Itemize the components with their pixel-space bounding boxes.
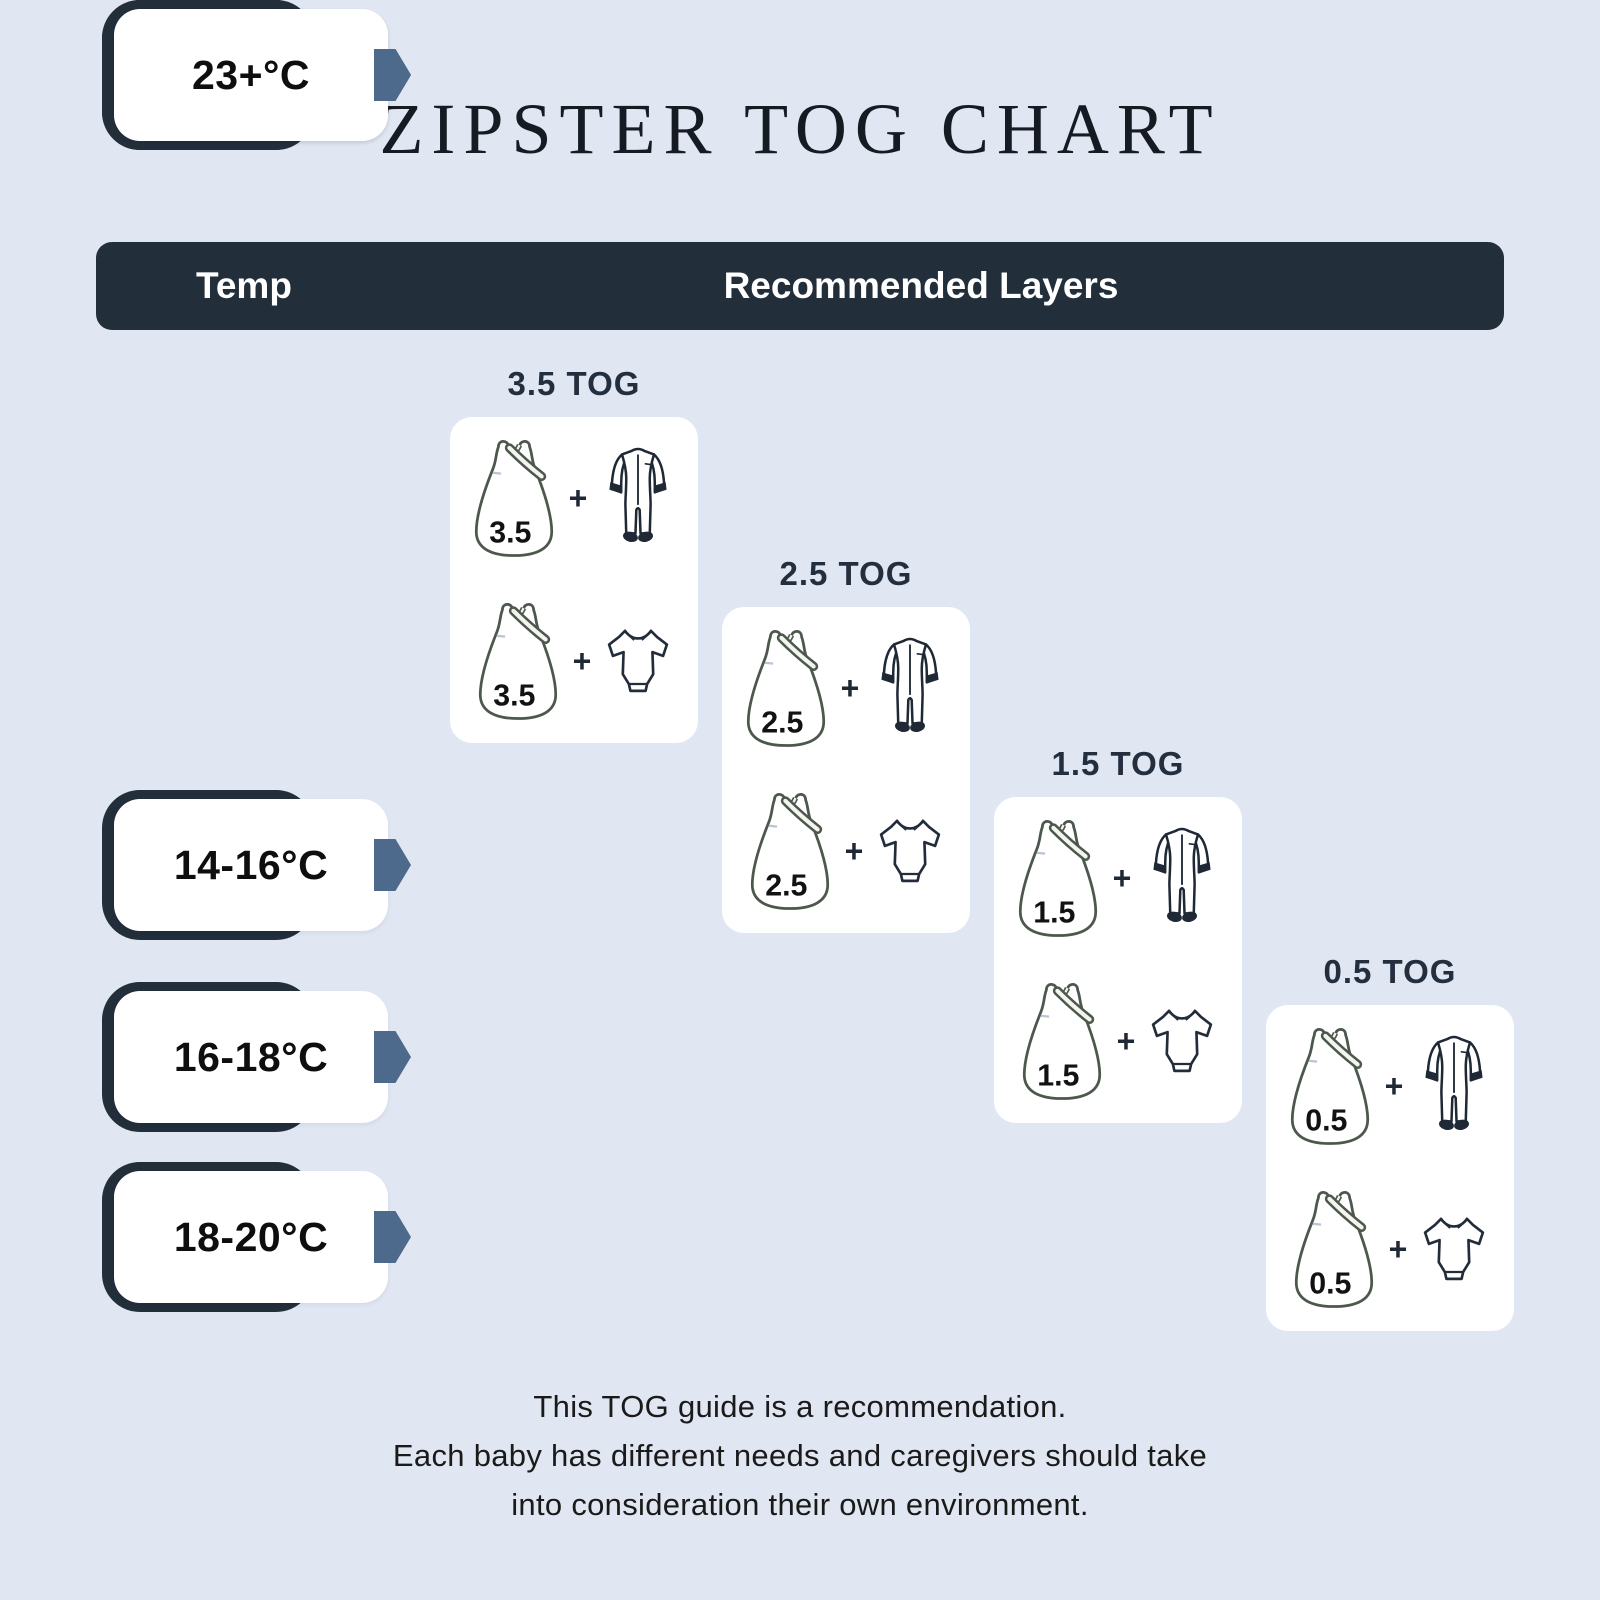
sleeping-bag-icon: 3.5 bbox=[468, 434, 560, 563]
right-arrow-icon bbox=[374, 49, 411, 101]
combo-row-sleepsuit: 0.5 + bbox=[1266, 1005, 1514, 1168]
plus-sign: + bbox=[568, 480, 588, 516]
combo-row-bodysuit: 3.5 + bbox=[450, 580, 698, 743]
right-arrow-icon bbox=[374, 1031, 411, 1083]
tog-rating-label: 2.5 TOG bbox=[779, 555, 913, 592]
tog-card: 2.5 + 2.5 + bbox=[722, 607, 970, 933]
disclaimer-line-3: into consideration their own environment… bbox=[511, 1487, 1089, 1522]
sleepsuit-icon bbox=[1140, 821, 1224, 937]
sleeping-bag-icon: 3.5 bbox=[472, 597, 564, 726]
disclaimer-line-2: Each baby has different needs and caregi… bbox=[392, 1438, 1208, 1473]
bodysuit-icon bbox=[1416, 1212, 1492, 1288]
sleeping-bag-icon: 1.5 bbox=[1016, 977, 1108, 1106]
badge-card: 16-18°C bbox=[114, 991, 388, 1123]
right-arrow-icon bbox=[374, 1211, 411, 1263]
temp-range-label: 18-20°C bbox=[173, 1213, 329, 1260]
tog-card: 1.5 + 1.5 + bbox=[994, 797, 1242, 1123]
plus-sign: + bbox=[1112, 860, 1132, 896]
combo-row-sleepsuit: 2.5 + bbox=[722, 607, 970, 770]
page-title: ZIPSTER TOG CHART bbox=[379, 89, 1221, 169]
sleeping-bag-icon: 0.5 bbox=[1284, 1022, 1376, 1151]
disclaimer-note: This TOG guide is a recommendation. Each… bbox=[0, 1382, 1600, 1529]
sleepsuit-icon bbox=[1412, 1029, 1496, 1145]
plus-sign: + bbox=[572, 643, 592, 679]
right-arrow-icon bbox=[374, 839, 411, 891]
sleepsuit-icon bbox=[596, 441, 680, 557]
tog-card: 0.5 + 0.5 + bbox=[1266, 1005, 1514, 1331]
temp-badge-23plus: 23+°C bbox=[102, 0, 422, 150]
badge-card: 14-16°C bbox=[114, 799, 388, 931]
combo-row-sleepsuit: 1.5 + bbox=[994, 797, 1242, 960]
tog-rating-label: 1.5 TOG bbox=[1051, 745, 1185, 782]
bag-tog-value: 2.5 bbox=[761, 707, 803, 740]
bag-tog-value: 1.5 bbox=[1033, 897, 1075, 930]
layers-column-header: Recommended Layers bbox=[723, 265, 1119, 306]
bag-tog-value: 0.5 bbox=[1305, 1105, 1347, 1138]
temp-column-header: Temp bbox=[196, 265, 292, 306]
disclaimer-line-1: This TOG guide is a recommendation. bbox=[533, 1389, 1067, 1424]
combo-row-sleepsuit: 3.5 + bbox=[450, 417, 698, 580]
bag-tog-value: 3.5 bbox=[489, 517, 531, 550]
sleepsuit-icon bbox=[868, 631, 952, 747]
bodysuit-icon bbox=[1144, 1004, 1220, 1080]
table-header-bar: Temp Recommended Layers bbox=[96, 242, 1504, 330]
bag-tog-value: 3.5 bbox=[493, 680, 535, 713]
badge-card: 18-20°C bbox=[114, 1171, 388, 1303]
tog-rating-label: 0.5 TOG bbox=[1323, 953, 1457, 990]
combo-row-bodysuit: 1.5 + bbox=[994, 960, 1242, 1123]
plus-sign: + bbox=[1388, 1231, 1408, 1267]
bag-tog-value: 0.5 bbox=[1309, 1268, 1351, 1301]
plus-sign: + bbox=[1384, 1068, 1404, 1104]
combo-row-bodysuit: 0.5 + bbox=[1266, 1168, 1514, 1331]
sleeping-bag-icon: 2.5 bbox=[740, 624, 832, 753]
temp-range-label: 16-18°C bbox=[173, 1033, 329, 1080]
sleeping-bag-icon: 0.5 bbox=[1288, 1185, 1380, 1314]
temp-range-label: 23+°C bbox=[191, 51, 311, 98]
bodysuit-icon bbox=[600, 624, 676, 700]
temp-badge-14-16: 14-16°C bbox=[102, 790, 422, 940]
bag-tog-value: 2.5 bbox=[765, 870, 807, 903]
sleeping-bag-icon: 2.5 bbox=[744, 787, 836, 916]
badge-card: 23+°C bbox=[114, 9, 388, 141]
tog-card: 3.5 + 3.5 + bbox=[450, 417, 698, 743]
temp-badge-16-18: 16-18°C bbox=[102, 982, 422, 1132]
sleeping-bag-icon: 1.5 bbox=[1012, 814, 1104, 943]
tog-rating-label: 3.5 TOG bbox=[507, 365, 641, 402]
plus-sign: + bbox=[844, 833, 864, 869]
bodysuit-icon bbox=[872, 814, 948, 890]
plus-sign: + bbox=[1116, 1023, 1136, 1059]
temp-range-label: 14-16°C bbox=[173, 841, 329, 888]
bag-tog-value: 1.5 bbox=[1037, 1060, 1079, 1093]
combo-row-bodysuit: 2.5 + bbox=[722, 770, 970, 933]
temp-badge-18-20: 18-20°C bbox=[102, 1162, 422, 1312]
plus-sign: + bbox=[840, 670, 860, 706]
